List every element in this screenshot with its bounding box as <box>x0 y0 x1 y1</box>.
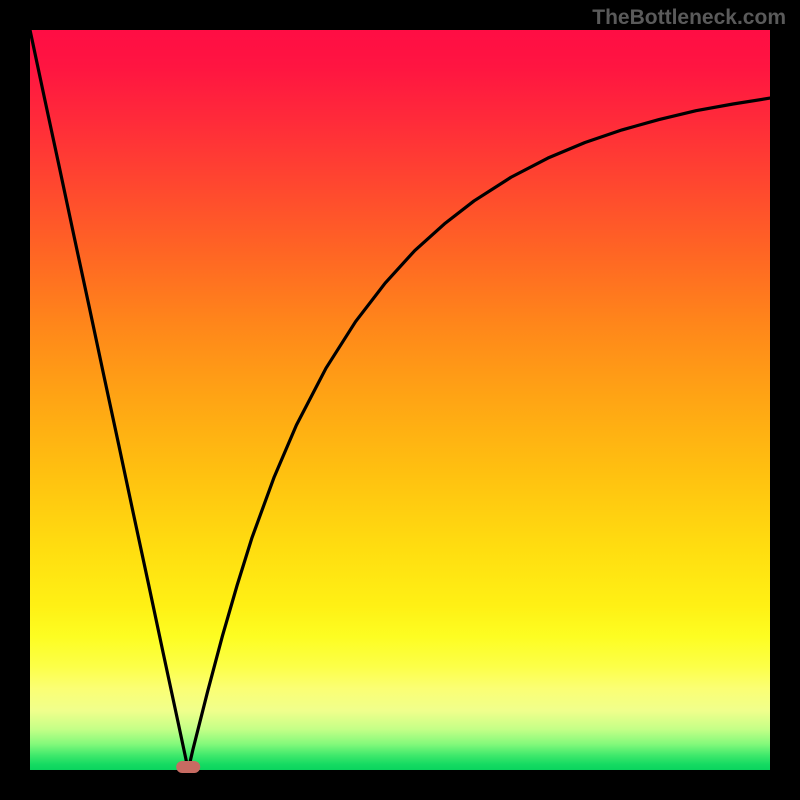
watermark-text: TheBottleneck.com <box>592 6 786 30</box>
minimum-marker <box>176 761 200 773</box>
bottleneck-chart <box>0 0 800 800</box>
chart-container: TheBottleneck.com <box>0 0 800 800</box>
chart-background <box>30 30 770 770</box>
